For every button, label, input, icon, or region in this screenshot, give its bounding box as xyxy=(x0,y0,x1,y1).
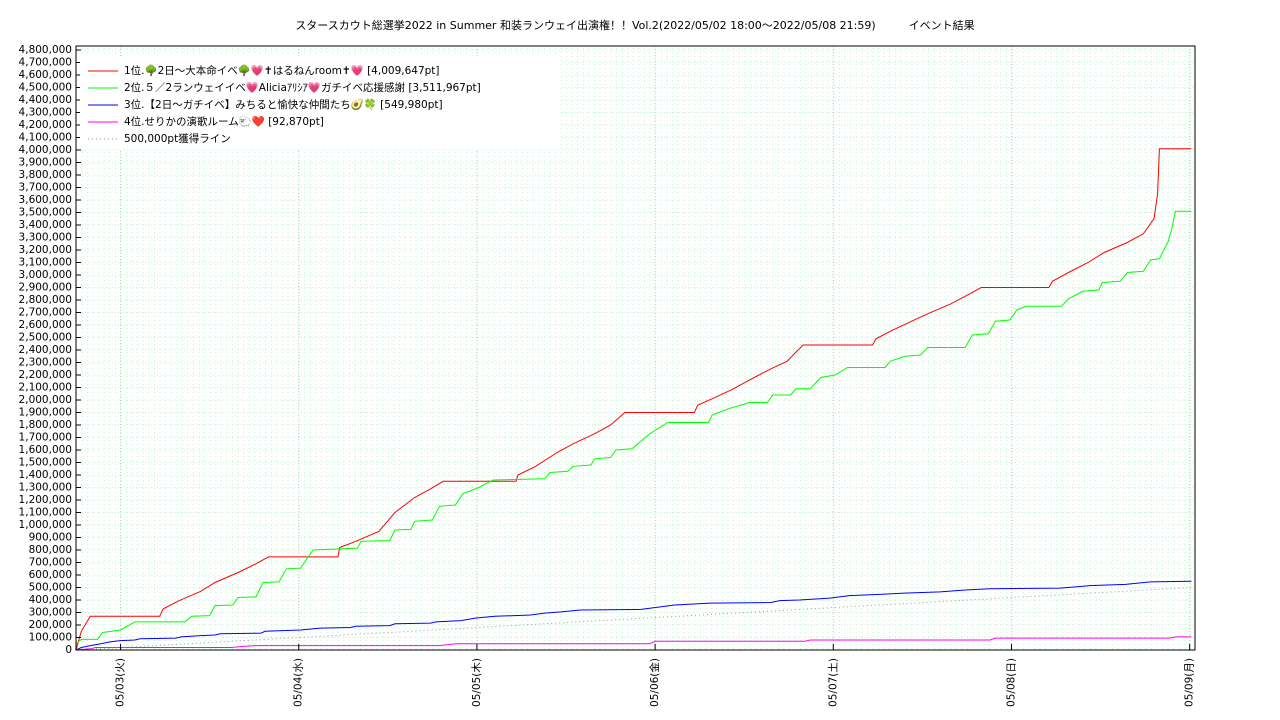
x-tick-label: 05/07(土) xyxy=(826,658,839,707)
y-tick-label: 4,500,000 xyxy=(19,82,72,94)
x-tick-label: 05/04(水) xyxy=(293,658,305,707)
chart-title: スタースカウト総選挙2022 in Summer 和装ランウェイ出演権！！Vol… xyxy=(295,18,974,32)
y-tick-label: 2,200,000 xyxy=(19,369,72,381)
y-tick-label: 400,000 xyxy=(29,594,72,606)
y-tick-label: 200,000 xyxy=(29,619,72,631)
x-tick-label: 05/03(火) xyxy=(115,658,127,707)
x-tick-label: 05/09(月) xyxy=(1184,658,1196,707)
y-tick-label: 2,100,000 xyxy=(19,382,72,394)
y-tick-label: 2,900,000 xyxy=(19,282,72,294)
y-tick-label: 2,800,000 xyxy=(19,294,72,306)
y-tick-label: 2,000,000 xyxy=(19,394,72,406)
y-tick-label: 4,200,000 xyxy=(19,119,72,131)
y-tick-label: 1,500,000 xyxy=(19,457,72,469)
y-tick-label: 4,700,000 xyxy=(19,57,72,69)
y-tick-label: 3,600,000 xyxy=(19,194,72,206)
x-tick-label: 05/06(金) xyxy=(648,658,661,707)
y-tick-label: 4,000,000 xyxy=(19,144,72,156)
y-tick-label: 4,800,000 xyxy=(19,44,72,56)
series-line xyxy=(75,580,1192,651)
y-tick-label: 1,300,000 xyxy=(19,482,72,494)
y-tick-label: 700,000 xyxy=(29,557,72,569)
y-tick-label: 300,000 xyxy=(29,607,72,619)
y-tick-label: 2,400,000 xyxy=(19,344,72,356)
y-tick-label: 2,300,000 xyxy=(19,357,72,369)
y-tick-label: 1,900,000 xyxy=(19,407,72,419)
y-tick-label: 4,100,000 xyxy=(19,132,72,144)
y-tick-label: 1,600,000 xyxy=(19,444,72,456)
y-tick-label: 3,000,000 xyxy=(19,269,72,281)
y-tick-label: 1,200,000 xyxy=(19,494,72,506)
y-tick-label: 100,000 xyxy=(29,632,72,644)
y-tick-label: 1,100,000 xyxy=(19,507,72,519)
x-tick-label: 05/08(日) xyxy=(1005,658,1017,707)
y-tick-label: 3,400,000 xyxy=(19,219,72,231)
series-line xyxy=(75,210,1192,645)
y-tick-label: 3,700,000 xyxy=(19,182,72,194)
y-tick-label: 900,000 xyxy=(29,532,72,544)
y-tick-label: 3,900,000 xyxy=(19,157,72,169)
y-tick-label: 800,000 xyxy=(29,544,72,556)
legend-label: 4位.せりかの演歌ルーム🐑❤️ [92,870pt] xyxy=(124,115,324,128)
y-tick-label: 1,400,000 xyxy=(19,469,72,481)
y-tick-label: 600,000 xyxy=(29,569,72,581)
y-tick-label: 3,200,000 xyxy=(19,244,72,256)
y-tick-label: 2,700,000 xyxy=(19,307,72,319)
legend-label: 3位.【2日〜ガチイベ】みちると愉快な仲間たち🥑🍀 [549,980pt] xyxy=(124,97,443,111)
y-tick-label: 2,500,000 xyxy=(19,332,72,344)
y-tick-label: 4,600,000 xyxy=(19,69,72,81)
y-tick-label: 3,100,000 xyxy=(19,257,72,269)
legend-label: 1位.🌳2日〜大本命イベ🌳💗✝はるねんroom✝💗 [4,009,647pt] xyxy=(124,64,440,77)
y-tick-label: 4,300,000 xyxy=(19,107,72,119)
x-tick-label: 05/05(木) xyxy=(471,658,483,707)
y-tick-label: 1,800,000 xyxy=(19,419,72,431)
y-tick-label: 3,800,000 xyxy=(19,169,72,181)
series-line xyxy=(75,636,1192,651)
y-tick-label: 3,500,000 xyxy=(19,207,72,219)
y-tick-label: 1,000,000 xyxy=(19,519,72,531)
legend-label: 2位.５／2ランウェイイベ💗Aliciaｱﾘｼｱ💗ガチイベ応援感謝 [3,511… xyxy=(124,81,481,94)
y-tick-label: 3,300,000 xyxy=(19,232,72,244)
series-line xyxy=(75,148,1192,651)
legend-box xyxy=(80,56,560,149)
y-tick-label: 1,700,000 xyxy=(19,432,72,444)
y-tick-label: 2,600,000 xyxy=(19,319,72,331)
plot-frame xyxy=(75,45,1196,651)
legend-label: 500,000pt獲得ライン xyxy=(124,132,231,145)
y-tick-label: 0 xyxy=(65,644,72,656)
y-tick-label: 500,000 xyxy=(29,582,72,594)
y-tick-label: 4,400,000 xyxy=(19,94,72,106)
